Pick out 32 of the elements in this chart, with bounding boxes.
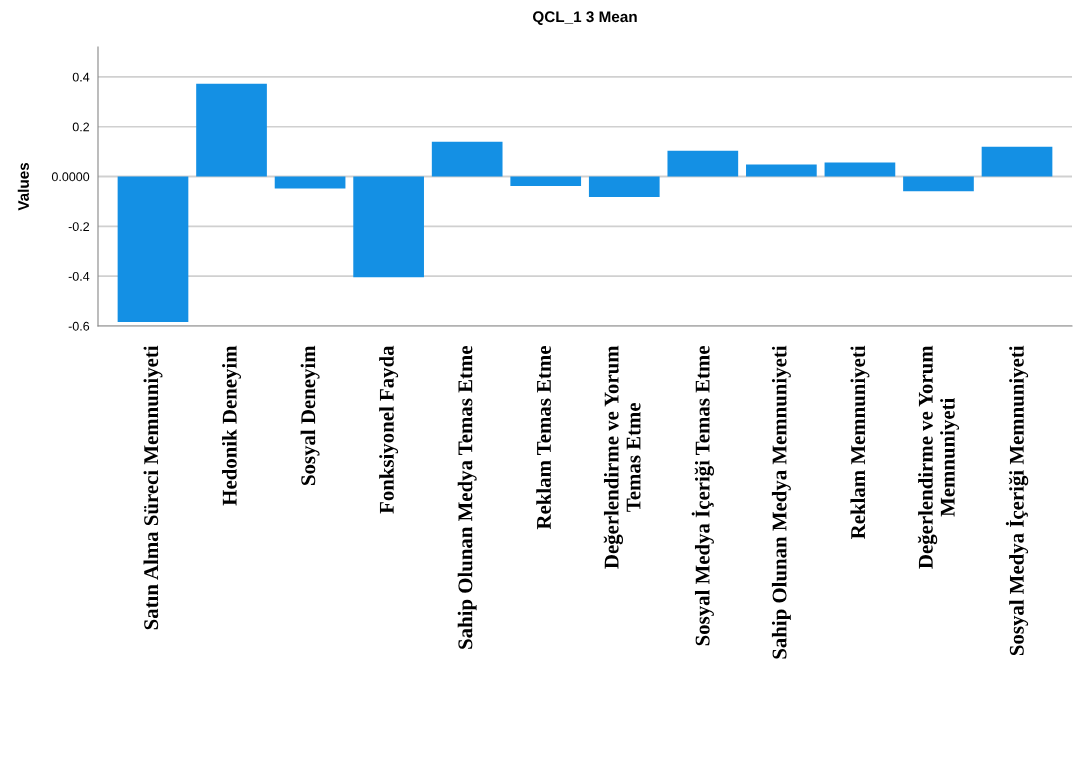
bar: [196, 83, 267, 177]
x-tick-label: Hedonik Deneyim: [222, 345, 242, 506]
bar: [117, 176, 189, 323]
bar: [588, 176, 660, 197]
x-tick-label: Sahip Olunan Medya Temas Etme: [457, 345, 477, 649]
x-tick-label: Değerlendirme ve Yorum Temas Etme: [603, 345, 641, 569]
x-tick-label: Reklam Temas Etme: [536, 345, 551, 530]
bar: [824, 162, 896, 177]
x-tick-label: Sosyal Deneyim: [300, 345, 320, 485]
bar: [353, 176, 424, 278]
bar: [746, 164, 817, 177]
y-tick-label: 0.4: [72, 72, 90, 82]
x-tick-label: Değerlendirme ve Yorum Memnuniyeti: [917, 345, 960, 569]
x-tick-label: Sosyal Medya İçeriği Temas Etme: [691, 345, 715, 646]
bar: [981, 146, 1053, 177]
y-tick-label: 0.0000: [51, 172, 90, 182]
x-tick-label: Satın Alma Süreci Memnuniyeti: [143, 345, 163, 630]
bar: [903, 176, 974, 192]
y-tick-label: -0.6: [68, 321, 90, 331]
x-tick-label: Sahip Olunan Medya Memnuniyeti: [771, 345, 791, 659]
bar: [667, 150, 739, 177]
bar: [510, 176, 582, 186]
x-tick-label: Sosyal Medya İçeriği Memnuniyeti: [1005, 345, 1029, 656]
bar: [274, 176, 346, 189]
chart-title: QCL_1 3 Mean: [532, 11, 637, 26]
x-tick-label: Reklam Memnuniyeti: [850, 345, 870, 539]
y-axis-title: Values: [17, 162, 29, 211]
y-tick-label: -0.2: [68, 222, 90, 232]
y-tick-label: 0.2: [72, 122, 90, 132]
x-tick-label: Fonksiyonel Fayda: [379, 345, 399, 514]
bar: [431, 141, 503, 177]
y-tick-label: -0.4: [68, 271, 90, 281]
